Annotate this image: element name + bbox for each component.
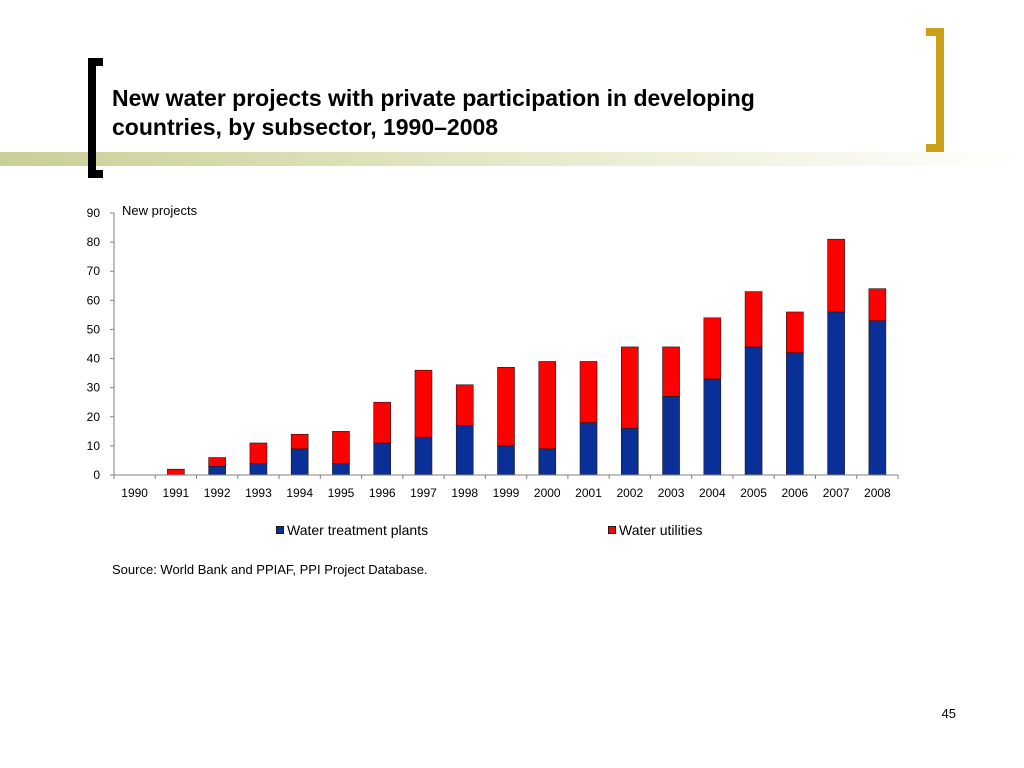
page-number: 45 bbox=[941, 706, 956, 721]
bar-water-utilities bbox=[620, 346, 639, 429]
y-axis: 0 10 20 30 40 50 60 70 80 90 bbox=[87, 206, 115, 482]
bar-water-utilities bbox=[332, 431, 350, 464]
x-axis: 1990 1991 1992 1993 1994 1995 1996 1997 1998 1999… bbox=[113, 474, 899, 500]
bar-water-utilities bbox=[455, 384, 474, 426]
y-tick-label: 50 bbox=[87, 322, 101, 336]
y-tick-label: 10 bbox=[87, 439, 101, 453]
bar-group bbox=[167, 238, 887, 476]
bar-water-treatment-plants bbox=[455, 425, 474, 476]
bar-water-utilities bbox=[167, 468, 185, 476]
x-tick-label: 2001 bbox=[575, 486, 602, 500]
x-tick-label: 1992 bbox=[204, 486, 231, 500]
bar-water-treatment-plants bbox=[332, 463, 350, 476]
bar-water-utilities bbox=[579, 361, 598, 423]
x-tick-label: 1993 bbox=[245, 486, 272, 500]
bar-water-treatment-plants bbox=[827, 311, 845, 476]
bar-water-treatment-plants bbox=[620, 428, 639, 476]
bar-water-utilities bbox=[827, 238, 845, 313]
legend-swatch bbox=[608, 526, 616, 534]
x-tick-label: 1995 bbox=[328, 486, 355, 500]
bar-water-utilities bbox=[868, 288, 887, 322]
source-note: Source: World Bank and PPIAF, PPI Projec… bbox=[112, 562, 428, 577]
legend-label: Water treatment plants bbox=[287, 522, 429, 538]
decorative-band bbox=[0, 152, 1024, 166]
y-tick-label: 90 bbox=[87, 206, 101, 220]
x-tick-label: 1990 bbox=[121, 486, 148, 500]
bar-water-utilities bbox=[538, 361, 557, 450]
bar-water-treatment-plants bbox=[373, 442, 392, 476]
bar-water-utilities bbox=[744, 291, 763, 348]
y-tick-label: 0 bbox=[93, 468, 100, 482]
bar-water-treatment-plants bbox=[249, 463, 268, 476]
legend-item-water-treatment-plants: Water treatment plants bbox=[276, 522, 428, 538]
chart-legend: Water treatment plants Water utilities bbox=[0, 522, 1024, 542]
bar-water-utilities bbox=[497, 366, 515, 447]
bar-water-treatment-plants bbox=[744, 346, 763, 476]
bar-water-utilities bbox=[290, 433, 309, 450]
x-tick-label: 1991 bbox=[163, 486, 190, 500]
x-tick-label: 1996 bbox=[369, 486, 396, 500]
stacked-bar-chart: 0 10 20 30 40 50 60 70 80 90 1990 1991 1992 1993 1994… bbox=[87, 203, 899, 500]
legend-label: Water utilities bbox=[619, 522, 703, 538]
bar-water-treatment-plants bbox=[208, 465, 226, 476]
bar-water-utilities bbox=[786, 311, 804, 354]
x-tick-label: 1994 bbox=[286, 486, 313, 500]
x-tick-label: 2002 bbox=[616, 486, 643, 500]
x-tick-label: 2006 bbox=[781, 486, 808, 500]
x-tick-label: 2003 bbox=[658, 486, 685, 500]
bar-water-treatment-plants bbox=[538, 448, 557, 476]
bar-water-utilities bbox=[662, 346, 680, 397]
x-tick-label: 1997 bbox=[410, 486, 437, 500]
bar-water-treatment-plants bbox=[786, 352, 804, 476]
y-tick-label: 30 bbox=[87, 381, 101, 395]
x-tick-label: 2008 bbox=[864, 486, 891, 500]
bar-water-utilities bbox=[703, 317, 722, 380]
x-tick-label: 2000 bbox=[534, 486, 561, 500]
slide-title: New water projects with private particip… bbox=[112, 85, 755, 140]
bar-water-treatment-plants bbox=[497, 445, 515, 476]
y-tick-label: 40 bbox=[87, 352, 101, 366]
bar-water-utilities bbox=[414, 369, 433, 438]
y-tick-label: 60 bbox=[87, 293, 101, 307]
right-bracket-decoration bbox=[926, 28, 944, 152]
bar-water-treatment-plants bbox=[703, 378, 722, 476]
y-tick-label: 80 bbox=[87, 235, 101, 249]
bar-water-utilities bbox=[208, 457, 226, 467]
y-tick-label: 70 bbox=[87, 264, 101, 278]
bar-water-treatment-plants bbox=[662, 396, 680, 476]
legend-swatch bbox=[276, 526, 284, 534]
bar-water-treatment-plants bbox=[868, 320, 887, 476]
bar-water-treatment-plants bbox=[414, 436, 433, 476]
x-tick-label: 1999 bbox=[493, 486, 520, 500]
bar-water-treatment-plants bbox=[290, 448, 309, 476]
x-tick-label: 2005 bbox=[740, 486, 767, 500]
left-bracket-decoration bbox=[88, 58, 103, 178]
y-axis-label: New projects bbox=[122, 203, 198, 218]
legend-item-water-utilities: Water utilities bbox=[608, 522, 703, 538]
y-tick-label: 20 bbox=[87, 410, 101, 424]
bar-water-treatment-plants bbox=[579, 422, 598, 476]
x-tick-label: 1998 bbox=[451, 486, 478, 500]
bar-water-utilities bbox=[373, 401, 392, 444]
bar-water-utilities bbox=[249, 442, 268, 464]
x-tick-label: 2004 bbox=[699, 486, 726, 500]
x-tick-label: 2007 bbox=[823, 486, 850, 500]
